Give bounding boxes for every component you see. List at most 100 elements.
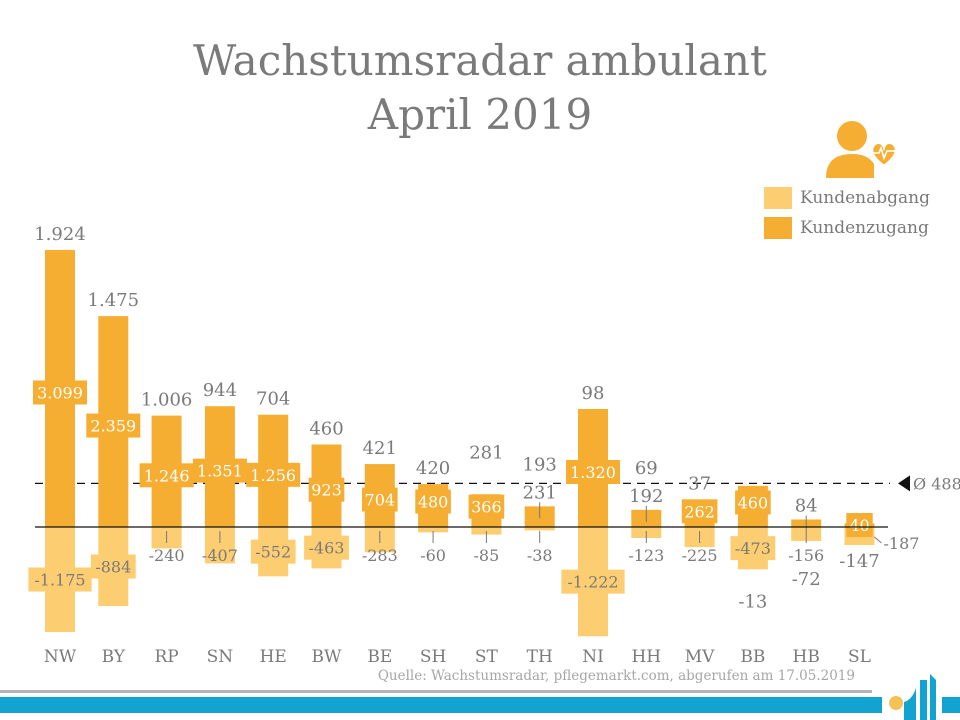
x-tick-label: HB: [793, 647, 820, 667]
data-label-kundenzugang-bg: [681, 499, 718, 524]
data-label-kundenzugang: 3.099: [37, 383, 83, 402]
data-label-kundenabgang-bg: [304, 535, 349, 560]
data-label-saldo: 193: [523, 454, 557, 475]
data-label-saldo: 281: [469, 442, 503, 463]
data-label-kundenzugang: 1.246: [144, 466, 190, 485]
x-tick-label: MV: [685, 647, 715, 667]
x-tick-label: SH: [420, 647, 446, 667]
data-label-kundenzugang-bg: [362, 487, 398, 512]
data-label-saldo: 460: [309, 418, 343, 439]
data-label-saldo: 1.006: [141, 390, 193, 411]
chart-title: Wachstumsradar ambulant April 2019: [0, 34, 960, 142]
x-tick-label: NI: [582, 647, 604, 667]
data-label-kundenzugang: 2.359: [90, 417, 136, 436]
person-heart-pulse-icon: [826, 121, 898, 178]
source-note: Quelle: Wachstumsradar, pflegemarkt.com,…: [377, 668, 855, 684]
data-label-kundenabgang: -1.222: [567, 573, 618, 592]
x-tick-label: BY: [102, 647, 126, 667]
data-label-kundenzugang: 231: [523, 482, 557, 503]
data-label-saldo: 704: [256, 389, 290, 410]
average-marker-icon: [898, 475, 910, 492]
x-tick-label: BW: [312, 647, 342, 667]
data-label-kundenzugang-bg: [735, 490, 771, 515]
data-label-kundenabgang: -38: [527, 546, 553, 565]
data-label-kundenzugang-bg: [566, 459, 620, 484]
average-label: Ø 488: [913, 474, 960, 493]
data-label-kundenabgang-bg: [90, 554, 136, 579]
data-label-kundenzugang: 923: [311, 481, 342, 500]
data-label-saldo: 37: [688, 474, 711, 495]
data-label-kundenabgang: -283: [362, 546, 398, 565]
pflegemarkt-logo: [872, 674, 960, 720]
data-label-kundenabgang: -407: [202, 546, 238, 565]
data-label-saldo: 944: [203, 380, 237, 401]
legend-swatch-kundenzugang: [764, 217, 792, 239]
x-tick-label: TH: [527, 647, 553, 667]
x-tick-label: HE: [260, 647, 287, 667]
legend-swatch-kundenabgang: [764, 187, 792, 209]
x-tick-label: RP: [154, 647, 178, 667]
data-label-kundenzugang: 480: [418, 493, 449, 512]
data-label-kundenabgang: -123: [628, 546, 664, 565]
data-label-kundenabgang: -156: [788, 546, 824, 565]
label-leader: [874, 536, 882, 544]
data-label-saldo: -13: [738, 591, 767, 612]
data-label-saldo: -72: [792, 569, 821, 590]
data-label-kundenzugang: 192: [629, 486, 663, 507]
data-label-kundenabgang: -85: [474, 546, 500, 565]
data-label-kundenzugang: 704: [365, 491, 396, 510]
data-label-kundenzugang: 1.256: [250, 466, 296, 485]
data-label-kundenzugang: 40: [849, 516, 869, 535]
data-label-kundenabgang: -187: [884, 534, 920, 553]
footer-divider: [0, 690, 960, 693]
data-label-kundenabgang: -1.175: [34, 571, 85, 590]
legend-item-kundenabgang: Kundenabgang: [764, 183, 930, 213]
data-label-saldo: 69: [635, 458, 658, 479]
chart-title-line1: Wachstumsradar ambulant: [193, 36, 767, 85]
data-label-kundenzugang: 366: [471, 498, 502, 517]
footer-band: [0, 697, 960, 713]
data-label-kundenzugang: 1.351: [197, 462, 243, 481]
data-label-kundenabgang: -552: [255, 543, 291, 562]
legend-label-kundenzugang: Kundenzugang: [800, 218, 929, 238]
data-label-kundenzugang-bg: [468, 494, 505, 519]
data-label-kundenzugang-bg: [192, 458, 247, 483]
data-label-kundenabgang-bg: [730, 536, 776, 561]
data-label-saldo: -147: [839, 551, 879, 572]
data-label-kundenabgang: -463: [309, 539, 345, 558]
data-label-saldo: 1.924: [34, 224, 86, 245]
bar-kundenabgang: [418, 527, 449, 533]
bar-kundenabgang: [471, 527, 502, 535]
legend-label-kundenabgang: Kundenabgang: [800, 188, 930, 208]
x-tick-label: HH: [631, 647, 661, 667]
data-label-kundenzugang-bg: [308, 477, 345, 502]
data-label-kundenzugang: 262: [684, 502, 715, 521]
data-label-saldo: 1.475: [88, 290, 140, 311]
data-label-kundenabgang-bg: [561, 569, 625, 594]
data-label-kundenzugang-bg: [846, 513, 873, 537]
data-label-saldo: 421: [363, 438, 397, 459]
data-label-kundenabgang: -473: [735, 539, 771, 558]
data-label-kundenabgang: -240: [149, 546, 185, 565]
data-label-kundenzugang-bg: [86, 413, 141, 438]
data-label-kundenabgang: -60: [420, 546, 446, 565]
data-label-kundenzugang: 460: [738, 493, 769, 512]
data-label-kundenzugang: 1.320: [570, 463, 616, 482]
data-label-kundenabgang: -225: [682, 546, 718, 565]
data-label-kundenabgang-bg: [250, 539, 296, 564]
data-label-saldo: 98: [582, 383, 605, 404]
x-tick-label: SL: [848, 647, 871, 667]
chart-title-line2: April 2019: [367, 90, 593, 139]
x-tick-label: SN: [207, 647, 234, 667]
data-label-kundenabgang: -884: [95, 558, 131, 577]
data-label-kundenzugang: 84: [795, 495, 818, 516]
legend-item-kundenzugang: Kundenzugang: [764, 213, 930, 243]
data-label-kundenzugang-bg: [139, 463, 194, 488]
chart-legend: Kundenabgang Kundenzugang: [764, 183, 930, 243]
data-label-kundenabgang-bg: [28, 567, 92, 592]
x-tick-label: NW: [44, 647, 77, 667]
x-tick-label: BE: [367, 647, 392, 667]
data-label-kundenzugang-bg: [246, 462, 301, 487]
data-label-saldo: 420: [416, 458, 450, 479]
x-tick-label: ST: [475, 647, 499, 667]
